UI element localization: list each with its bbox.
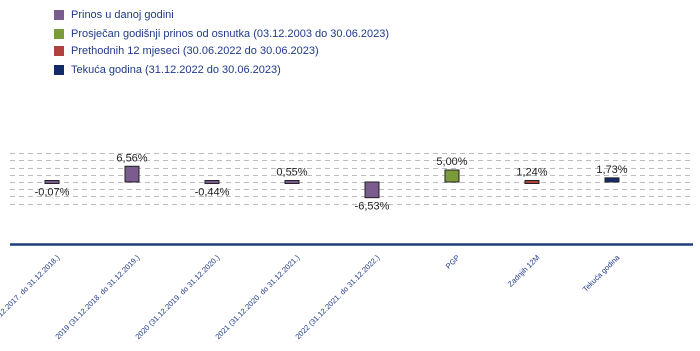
- legend-swatch: [54, 65, 64, 75]
- legend-swatch: [54, 10, 64, 20]
- bar: [284, 180, 300, 184]
- x-tick-label: 2018 (31.12.2017. do 31.12.2018.): [0, 253, 62, 341]
- data-label: -0,07%: [35, 187, 70, 199]
- legend-swatch: [54, 46, 64, 56]
- legend-item-prinos-u-danoj-godini: Prinos u danoj godini: [54, 8, 174, 22]
- x-tick-label: 2019 (31.12.2018. do 31.12.2019.): [53, 253, 141, 341]
- bar: [44, 180, 60, 184]
- x-tick-label: 2020 (31.12.2019. do 31.12.2020.): [133, 253, 221, 341]
- data-label: 5,00%: [436, 156, 467, 168]
- x-tick-label: PGP: [444, 253, 462, 271]
- legend-item-prosjecan-godisnji-prinos: Prosječan godišnji prinos od osnutka (03…: [54, 27, 389, 41]
- x-tick-label: 2022 (31.12.2021. do 31.12.2022.): [293, 253, 381, 341]
- bar: [364, 181, 380, 199]
- bar: [604, 177, 620, 183]
- x-tick-label: Tekuća godina: [581, 252, 622, 293]
- legend-label: Tekuća godina (31.12.2022 do 30.06.2023): [71, 64, 281, 76]
- data-label: 1,24%: [516, 167, 547, 179]
- data-label: 0,55%: [276, 167, 307, 179]
- data-label: -0,44%: [195, 187, 230, 199]
- legend-item-prethodnih-12-mjeseci: Prethodnih 12 mjeseci (30.06.2022 do 30.…: [54, 44, 319, 58]
- x-tick-label: Zadnjih 12M: [506, 253, 542, 289]
- legend-item-tekuca-godina: Tekuća godina (31.12.2022 do 30.06.2023): [54, 63, 281, 77]
- legend-swatch: [54, 29, 64, 39]
- bar: [444, 169, 460, 183]
- legend-label: Prinos u danoj godini: [71, 9, 174, 21]
- data-label: 1,73%: [596, 164, 627, 176]
- x-tick-label: 2021 (31.12.2020. do 31.12.2021.): [213, 253, 301, 341]
- bar: [204, 180, 220, 184]
- data-label: -6,53%: [355, 201, 390, 213]
- legend-label: Prosječan godišnji prinos od osnutka (03…: [71, 28, 390, 40]
- bar: [524, 180, 540, 184]
- data-label: 6,56%: [116, 152, 147, 164]
- legend-label: Prethodnih 12 mjeseci (30.06.2022 do 30.…: [71, 45, 319, 57]
- bar: [124, 165, 140, 183]
